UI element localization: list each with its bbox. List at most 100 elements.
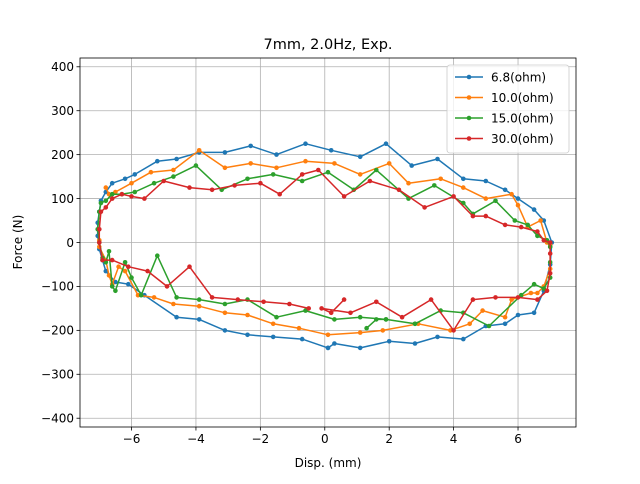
data-point [122,260,128,265]
data-point [171,301,176,307]
data-point [515,196,521,201]
y-tick-label: 0 [66,236,74,250]
data-point [129,275,134,280]
data-point [380,328,386,333]
data-point [113,279,118,285]
y-tick-label: −400 [41,412,74,426]
legend-label: 15.0(ohm) [491,111,554,125]
data-point [515,295,521,300]
data-point [274,314,279,320]
data-point [155,253,160,258]
data-point [103,205,109,210]
data-point [412,341,418,346]
data-point [409,163,415,168]
data-point [97,240,102,245]
data-point [97,227,102,232]
x-tick-label: −2 [252,432,270,446]
data-point [142,196,147,201]
data-point [357,314,363,320]
data-point [470,297,476,302]
data-point [155,158,160,164]
data-point [296,325,302,331]
data-point [100,257,105,263]
data-point [541,286,547,291]
data-point [493,295,498,300]
data-point [319,306,324,311]
data-point [187,264,192,270]
data-point [164,284,170,289]
data-point [531,310,537,316]
data-point [151,295,157,300]
data-point [209,187,215,193]
data-point [103,260,109,265]
data-point [518,224,524,230]
data-point [222,150,228,155]
data-point [138,292,144,298]
data-point [261,299,266,305]
data-point [106,249,112,254]
data-point [332,341,337,346]
data-point [341,297,347,302]
data-point [299,336,305,342]
x-tick-label: 0 [321,432,329,446]
data-point [531,207,537,212]
data-point [270,321,276,327]
data-point [103,185,109,190]
data-point [483,213,489,219]
data-point [535,229,540,234]
data-point [383,317,389,322]
data-point [435,156,440,162]
data-point [303,158,308,164]
data-point [531,281,537,287]
data-point [396,187,402,193]
data-point [535,297,540,302]
data-point [148,169,154,175]
x-tick-label: 6 [514,432,522,446]
data-point [367,178,373,184]
data-point [547,240,553,245]
data-point [106,273,112,278]
data-point [412,321,418,327]
data-point [171,174,176,179]
chart-title: 7mm, 2.0Hz, Exp. [263,37,392,53]
data-point [109,191,115,197]
data-point [461,336,466,342]
data-point [374,299,379,305]
data-point [174,314,179,320]
data-point [193,163,199,168]
data-point [274,152,279,157]
data-point [306,306,312,311]
data-point [113,189,118,195]
data-point [432,183,437,188]
data-point [332,161,337,166]
data-point [357,330,363,335]
data-point [126,264,131,270]
data-point [196,148,202,153]
data-point [544,288,550,294]
data-point [325,332,331,338]
data-point [98,200,104,206]
data-point [509,297,514,302]
data-point [451,194,456,199]
data-point [528,290,534,296]
data-point [299,172,305,177]
data-point [126,281,131,287]
legend-label: 30.0(ohm) [491,132,554,146]
data-point [348,310,353,316]
data-point [541,238,547,243]
series-1 [95,141,555,351]
data-point [547,271,553,276]
y-axis-label: Force (N) [11,215,25,270]
data-point [245,332,250,338]
data-point [222,310,228,316]
data-point [483,196,489,201]
legend: 6.8(ohm) 10.0(ohm) 15.0(ohm) 30.0(ohm) [446,64,570,154]
data-point [132,189,138,195]
data-point [483,178,489,184]
data-point [399,314,405,320]
data-point [135,292,141,298]
data-point [486,323,492,329]
series-layer [95,141,555,351]
y-tick-label: −100 [41,280,74,294]
data-point [515,312,521,318]
